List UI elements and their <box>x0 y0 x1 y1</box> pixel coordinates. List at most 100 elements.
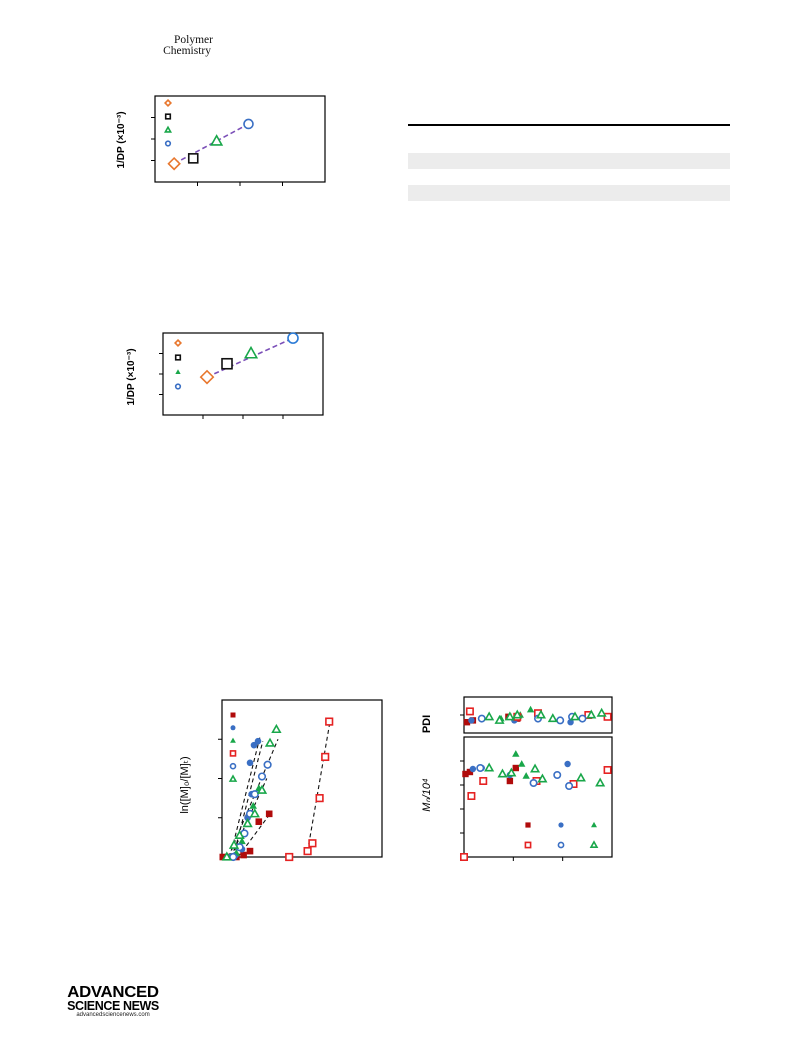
chart4-data-point <box>596 707 607 717</box>
chart3-ylabel: ln([M]₀/[M]ₜ) <box>179 756 191 813</box>
chart3-data-point <box>246 759 254 767</box>
chart5-data-point <box>467 791 476 800</box>
chart5-legend-marker <box>558 822 564 828</box>
chart2-legend-marker <box>174 354 182 361</box>
chart3-data-point <box>263 760 272 769</box>
publisher-logo-line2: SCIENCE NEWS <box>67 999 159 1013</box>
journal-logo: Polymer Chemistry <box>138 34 228 57</box>
chart3-data-point <box>315 794 324 803</box>
chart4-data-point <box>477 714 486 723</box>
chart5-data-point <box>522 772 530 779</box>
chart4-data-point <box>556 716 565 725</box>
chart3-data-point <box>285 852 294 862</box>
table-top-rule <box>408 124 730 126</box>
chart5-data-point <box>564 760 571 768</box>
publisher-logo: ADVANCED SCIENCE NEWS advancedsciencenew… <box>63 984 163 1019</box>
chart3-data-point <box>265 810 273 818</box>
chart4-data-point <box>512 709 523 719</box>
chart4-data-point <box>504 711 515 721</box>
chart4-data-point <box>578 714 587 723</box>
publisher-logo-line1: ADVANCED <box>67 984 159 1001</box>
chart3-legend-marker <box>230 737 236 743</box>
chart3-fit-line <box>232 741 264 858</box>
chart5-data-point <box>553 770 562 779</box>
chart5-data-point <box>537 773 548 783</box>
chart5-data-point <box>484 762 495 772</box>
chart3-data-point <box>256 784 268 794</box>
chart5-data-point <box>476 763 485 772</box>
chart5-data-point <box>565 781 574 790</box>
chart3-data-point <box>308 839 317 848</box>
chart2-data-point <box>199 369 215 385</box>
journal-logo-line2: Chemistry <box>163 45 211 57</box>
journal-logo-line1: Polymer <box>174 34 213 46</box>
chart5-data-point <box>459 852 468 861</box>
chart5-data-point <box>595 777 606 787</box>
chart3-data-point <box>234 829 245 840</box>
chart2-legend-marker <box>175 369 181 374</box>
chart4-data-point <box>547 713 558 723</box>
chart3-data-point <box>321 752 330 762</box>
chart2-data-point <box>287 332 299 344</box>
chart2-data-point <box>221 357 233 370</box>
table-row-band <box>408 153 730 169</box>
chart4-data-point <box>569 711 581 721</box>
chart5-data-point <box>506 767 517 777</box>
chart2-legend-marker <box>173 338 183 348</box>
chart3-data-point <box>246 847 254 855</box>
chart3-data-point <box>221 851 232 861</box>
chart3-data-point <box>250 790 259 799</box>
chart3-data-point <box>249 802 257 809</box>
chart2-ylabel: 1/DP (×10⁻³) <box>126 348 137 405</box>
chart5-legend-marker <box>557 841 565 849</box>
chart3-legend-marker <box>228 774 238 782</box>
chart3-data-point <box>240 851 247 859</box>
chart5-legend-marker <box>524 841 532 849</box>
chart5-plot-frame <box>463 736 613 858</box>
chart5-data-point <box>479 776 488 785</box>
chart4-data-point <box>465 707 474 716</box>
chart5-data-point <box>575 772 586 782</box>
chart3-legend-marker <box>229 762 237 770</box>
chart4-data-point <box>586 709 597 719</box>
chart3-data-point <box>255 818 263 825</box>
chart3-legend-marker <box>230 712 236 718</box>
chart4-data-point <box>494 714 505 724</box>
chart1-data-point <box>210 134 224 146</box>
table-row-band <box>408 185 730 201</box>
chart1-legend-marker <box>164 113 172 120</box>
chart3-legend-marker <box>230 725 236 731</box>
chart5-data-point <box>518 760 526 767</box>
chart3-data-point <box>264 737 276 747</box>
chart1-legend-marker <box>164 140 172 147</box>
chart2-legend-marker <box>174 383 182 390</box>
chart3-data-point <box>242 818 253 828</box>
publisher-logo-url: advancedsciencenews.com <box>76 1012 150 1018</box>
chart5-data-point <box>512 764 519 772</box>
chart1-data-point <box>167 156 181 171</box>
chart3-data-point <box>271 723 282 734</box>
chart1-legend-marker <box>163 125 173 133</box>
chart3-legend-marker <box>229 750 237 757</box>
chart1-data-point <box>187 153 199 164</box>
chart3-data-point <box>219 853 227 861</box>
chart2-data-point <box>243 345 259 359</box>
chart3-data-point <box>257 772 267 781</box>
chart4-data-point <box>603 712 612 721</box>
chart1-data-point <box>243 118 254 130</box>
chart3-data-point <box>325 717 334 726</box>
chart5-data-point <box>529 763 541 773</box>
chart5-legend-marker <box>525 822 531 828</box>
chart3-data-point <box>238 837 246 845</box>
chart5-data-point <box>462 770 469 778</box>
chart4-data-point <box>535 709 547 719</box>
chart5-legend-marker <box>591 821 597 828</box>
chart3-fit-line <box>307 721 331 852</box>
chart5-data-point <box>466 768 474 776</box>
chart5-data-point <box>512 750 520 757</box>
chart4-data-point <box>484 711 495 721</box>
chart3-data-point <box>303 847 312 856</box>
chart4-ylabel: PDI <box>421 715 433 733</box>
